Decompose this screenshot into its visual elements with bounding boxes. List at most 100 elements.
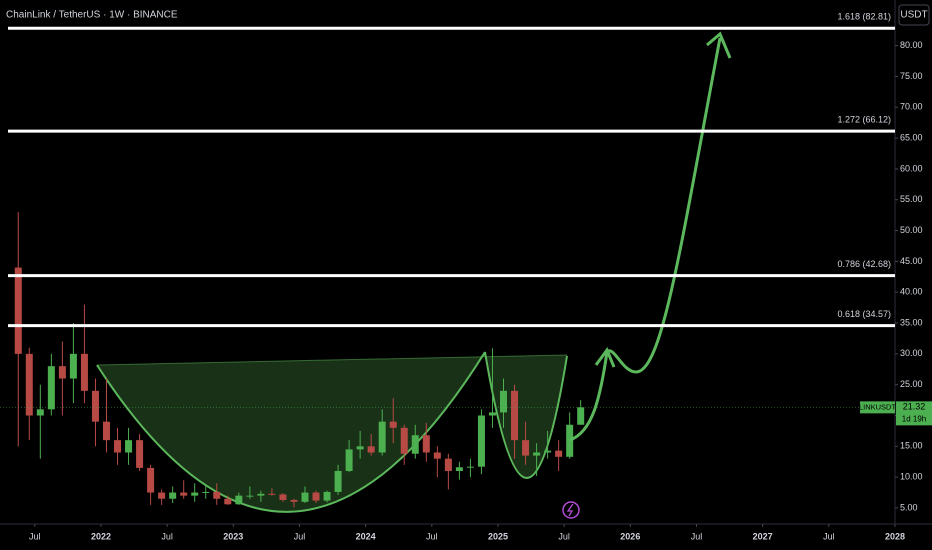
y-tick-label: 40.00	[900, 287, 923, 297]
level-label: 1.272 (66.12)	[837, 115, 891, 125]
plot-area	[14, 212, 585, 513]
candle-body	[500, 390, 508, 413]
y-tick-label: 30.00	[900, 348, 923, 358]
y-tick-label: 25.00	[900, 379, 923, 389]
candle-body	[246, 495, 254, 497]
candle-body	[69, 353, 77, 379]
candle-body	[279, 494, 287, 500]
candle-body	[235, 495, 243, 505]
candle-body	[213, 491, 221, 499]
chart-title: ChainLink / TetherUS · 1W · BINANCE	[6, 10, 178, 21]
candle-body	[522, 440, 530, 456]
price-axis	[895, 0, 932, 550]
x-tick-label: 2025	[488, 531, 508, 541]
candle-body	[25, 353, 33, 416]
candle-body	[555, 450, 563, 457]
y-tick-label: 10.00	[900, 472, 923, 482]
drawings	[562, 31, 732, 519]
candle-body	[290, 499, 298, 502]
y-tick-label: 60.00	[900, 163, 923, 173]
candle-body	[47, 366, 55, 410]
candle-body	[411, 435, 419, 454]
rim-line	[96, 354, 568, 366]
candle-body	[477, 415, 485, 467]
x-tick-label: Jul	[294, 531, 306, 541]
x-tick-label: 2024	[356, 531, 376, 541]
event-icon-bolt	[566, 503, 574, 517]
countdown-label: 1d 19h	[902, 414, 926, 423]
x-tick-label: 2028	[885, 531, 905, 541]
candle-body	[455, 467, 463, 471]
y-tick-label: 65.00	[900, 132, 923, 142]
candle-body	[400, 427, 408, 454]
arrow-head	[594, 346, 616, 368]
candle-body	[36, 409, 44, 416]
level-label: 0.786 (42.68)	[837, 259, 891, 269]
candle-body	[566, 424, 574, 457]
candle-body	[444, 458, 452, 471]
candle-body	[14, 267, 22, 354]
candle-body	[147, 467, 155, 493]
candle-body	[544, 450, 552, 453]
y-tick-label: 55.00	[900, 194, 923, 204]
y-tick-label: 80.00	[900, 40, 923, 50]
candle-body	[533, 452, 541, 456]
projection-arrow	[569, 37, 722, 442]
y-tick-label: 75.00	[900, 71, 923, 81]
currency-button[interactable]	[898, 4, 930, 26]
cup-fill	[97, 352, 567, 512]
handle-curve	[484, 351, 568, 479]
y-tick-label: 45.00	[900, 256, 923, 266]
y-tick-label: 50.00	[900, 225, 923, 235]
candle-body	[180, 492, 188, 496]
price-label: 21.32	[903, 402, 926, 412]
candle-body	[191, 492, 199, 496]
candle-body	[202, 491, 210, 493]
candle-body	[356, 446, 364, 450]
candle-body	[433, 452, 441, 459]
candle-body	[169, 492, 177, 499]
y-tick-label: 15.00	[900, 441, 923, 451]
candle-body	[334, 470, 342, 492]
candle-body	[312, 492, 320, 501]
candle-body	[102, 421, 110, 441]
price-tag	[896, 401, 932, 426]
candle-body	[80, 353, 88, 391]
y-tick-label: 5.00	[900, 502, 918, 512]
candle-body	[257, 493, 265, 496]
x-tick-label: 2026	[620, 531, 640, 541]
currency-label[interactable]: USDT	[900, 10, 927, 21]
arrow-head	[706, 31, 732, 59]
symbol-label: LINKUSDT	[859, 402, 897, 411]
candle-body	[378, 421, 386, 453]
candle-body	[158, 492, 166, 499]
x-tick-label: Jul	[426, 531, 438, 541]
candle-body	[224, 498, 232, 505]
candle-body	[345, 449, 353, 471]
candle-body	[422, 435, 430, 453]
x-tick-label: Jul	[161, 531, 173, 541]
candle-body	[136, 440, 144, 468]
candle-body	[114, 440, 122, 453]
x-tick-label: 2022	[91, 531, 111, 541]
candle-body	[323, 491, 331, 501]
candle-body	[577, 407, 585, 425]
x-tick-label: Jul	[29, 531, 41, 541]
y-tick-label: 35.00	[900, 317, 923, 327]
candle-body	[367, 446, 375, 453]
x-tick-label: Jul	[691, 531, 703, 541]
candle-body	[268, 493, 276, 495]
x-tick-label: Jul	[823, 531, 835, 541]
symbol-tag	[860, 401, 895, 414]
y-tick-label: 70.00	[900, 102, 923, 112]
x-tick-label: Jul	[558, 531, 570, 541]
candle-body	[125, 440, 133, 453]
cup-curve	[96, 351, 486, 513]
candle-body	[58, 366, 66, 379]
x-tick-label: 2027	[753, 531, 773, 541]
candle-body	[301, 492, 309, 502]
level-label: 1.618 (82.81)	[837, 12, 891, 22]
event-icon[interactable]	[562, 501, 580, 519]
x-tick-label: 2023	[223, 531, 243, 541]
candle-body	[488, 412, 496, 416]
